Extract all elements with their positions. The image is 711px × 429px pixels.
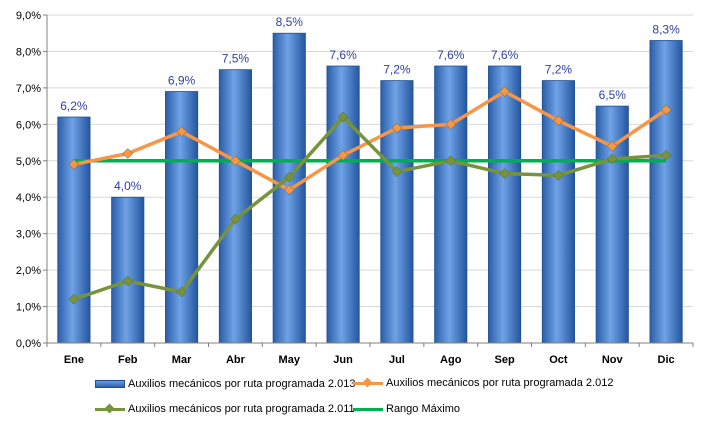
series-2012-point [283,184,295,196]
bar [595,105,629,344]
series-2012-point [122,148,134,159]
legend-label-rango: Rango Máximo [386,403,460,415]
y-tick-label: 2,0% [16,265,41,277]
series-2012-line [73,89,668,192]
series-2011-point [230,213,241,225]
legend-line-swatch-rango [353,404,383,414]
legend-item-2013[interactable]: Auxilios mecánicos por ruta programada 2… [95,378,355,390]
series-2012-point [391,122,403,134]
x-tick-label: Ago [440,354,462,366]
x-tick-label: Oct [549,354,568,366]
y-tick-label: 3,0% [16,229,41,241]
bar-value-label: 6,5% [599,88,627,102]
bar-value-label: 6,9% [168,74,196,88]
legend-item-2011[interactable]: Auxilios mecánicos por ruta programada 2… [95,403,355,415]
x-tick-label: Jun [333,354,353,366]
bar [111,196,145,344]
bar-value-label: 7,2% [383,63,411,77]
bar-value-label: 8,3% [652,23,680,37]
series-2011-point [68,293,80,305]
series-2011-point [283,171,295,183]
x-tick-label: Ene [64,354,84,366]
series-2011-point [176,286,187,298]
series-2012-point [660,104,672,116]
bar-value-label: 8,5% [276,15,304,29]
bar-value-label: 4,0% [114,179,142,193]
bar-labels: 6,2% 4,0% 6,9% 7,5% 8,5% 7,6% 7,2% 7,6% 7,6% 7,2%… [60,15,680,193]
x-tick-label: Dic [658,354,675,366]
bars [57,32,683,344]
y-tick-label: 6,0% [16,119,41,131]
x-tick-label: Jul [389,354,405,366]
bar [488,65,522,344]
series-2011-point [660,149,672,161]
series-2012-point [606,140,618,152]
y-tick-label: 1,0% [16,302,41,314]
bar [218,69,252,344]
legend-bar-swatch [95,380,125,388]
lines [68,86,672,305]
series-2011-point [122,275,134,287]
y-tick-label: 9,0% [16,10,41,22]
bar-value-label: 6,2% [60,99,88,113]
bar [326,65,360,344]
x-tick-label: Mar [172,354,192,366]
legend-label-2013: Auxilios mecánicos por ruta programada 2… [128,378,356,390]
bar-value-label: 7,6% [491,48,519,62]
legend-label-2012: Auxilios mecánicos por ruta programada 2… [386,377,614,389]
bar [380,80,414,344]
legend-label-2011: Auxilios mecánicos por ruta programada 2… [128,403,355,415]
x-axis: Ene Feb Mar Abr May Jun Jul Ago Sep Oct Nov Dic [46,342,694,366]
series-2011-point [553,170,564,181]
bar [57,116,91,344]
series-2012-point [553,115,564,127]
x-tick-label: Abr [226,354,246,366]
bar [434,65,468,344]
series-2011-point [499,168,510,179]
y-tick-label: 5,0% [16,156,41,168]
legend-line-swatch-2011 [95,403,125,414]
bar-value-label: 7,6% [329,48,357,62]
y-tick-label: 8,0% [16,46,41,58]
legend-item-2012[interactable]: Auxilios mecánicos por ruta programada 2… [353,377,613,389]
series-2012-point [337,149,349,161]
y-axis: 0,0% 1,0% 2,0% 3,0% 4,0% 5,0% 6,0% 7,0% 8,0% 9,0% [16,10,48,350]
series-2011-point [606,153,618,165]
bar-value-label: 7,2% [545,63,573,77]
series-2012-point [68,159,80,170]
x-tick-label: Nov [602,354,624,366]
series-2012-point [176,126,187,137]
bar-value-label: 7,6% [437,48,465,62]
series-2011-line [73,115,667,301]
bar [649,40,683,344]
x-tick-label: May [279,354,301,366]
legend-item-rango[interactable]: Rango Máximo [353,403,460,415]
y-tick-label: 0,0% [16,338,41,350]
series-2011-point [391,166,403,178]
x-tick-label: Feb [118,354,138,366]
legend-line-swatch-2012 [353,377,383,388]
series-2011-point [445,155,457,167]
series-2012-point [230,155,241,167]
series-2011-point [337,111,349,123]
y-tick-label: 7,0% [16,83,41,95]
series-2012-point [445,118,457,130]
x-tick-label: Sep [494,354,514,366]
bar-value-label: 7,5% [222,52,250,66]
series-2012-point [499,86,510,97]
y-tick-label: 4,0% [16,192,41,204]
